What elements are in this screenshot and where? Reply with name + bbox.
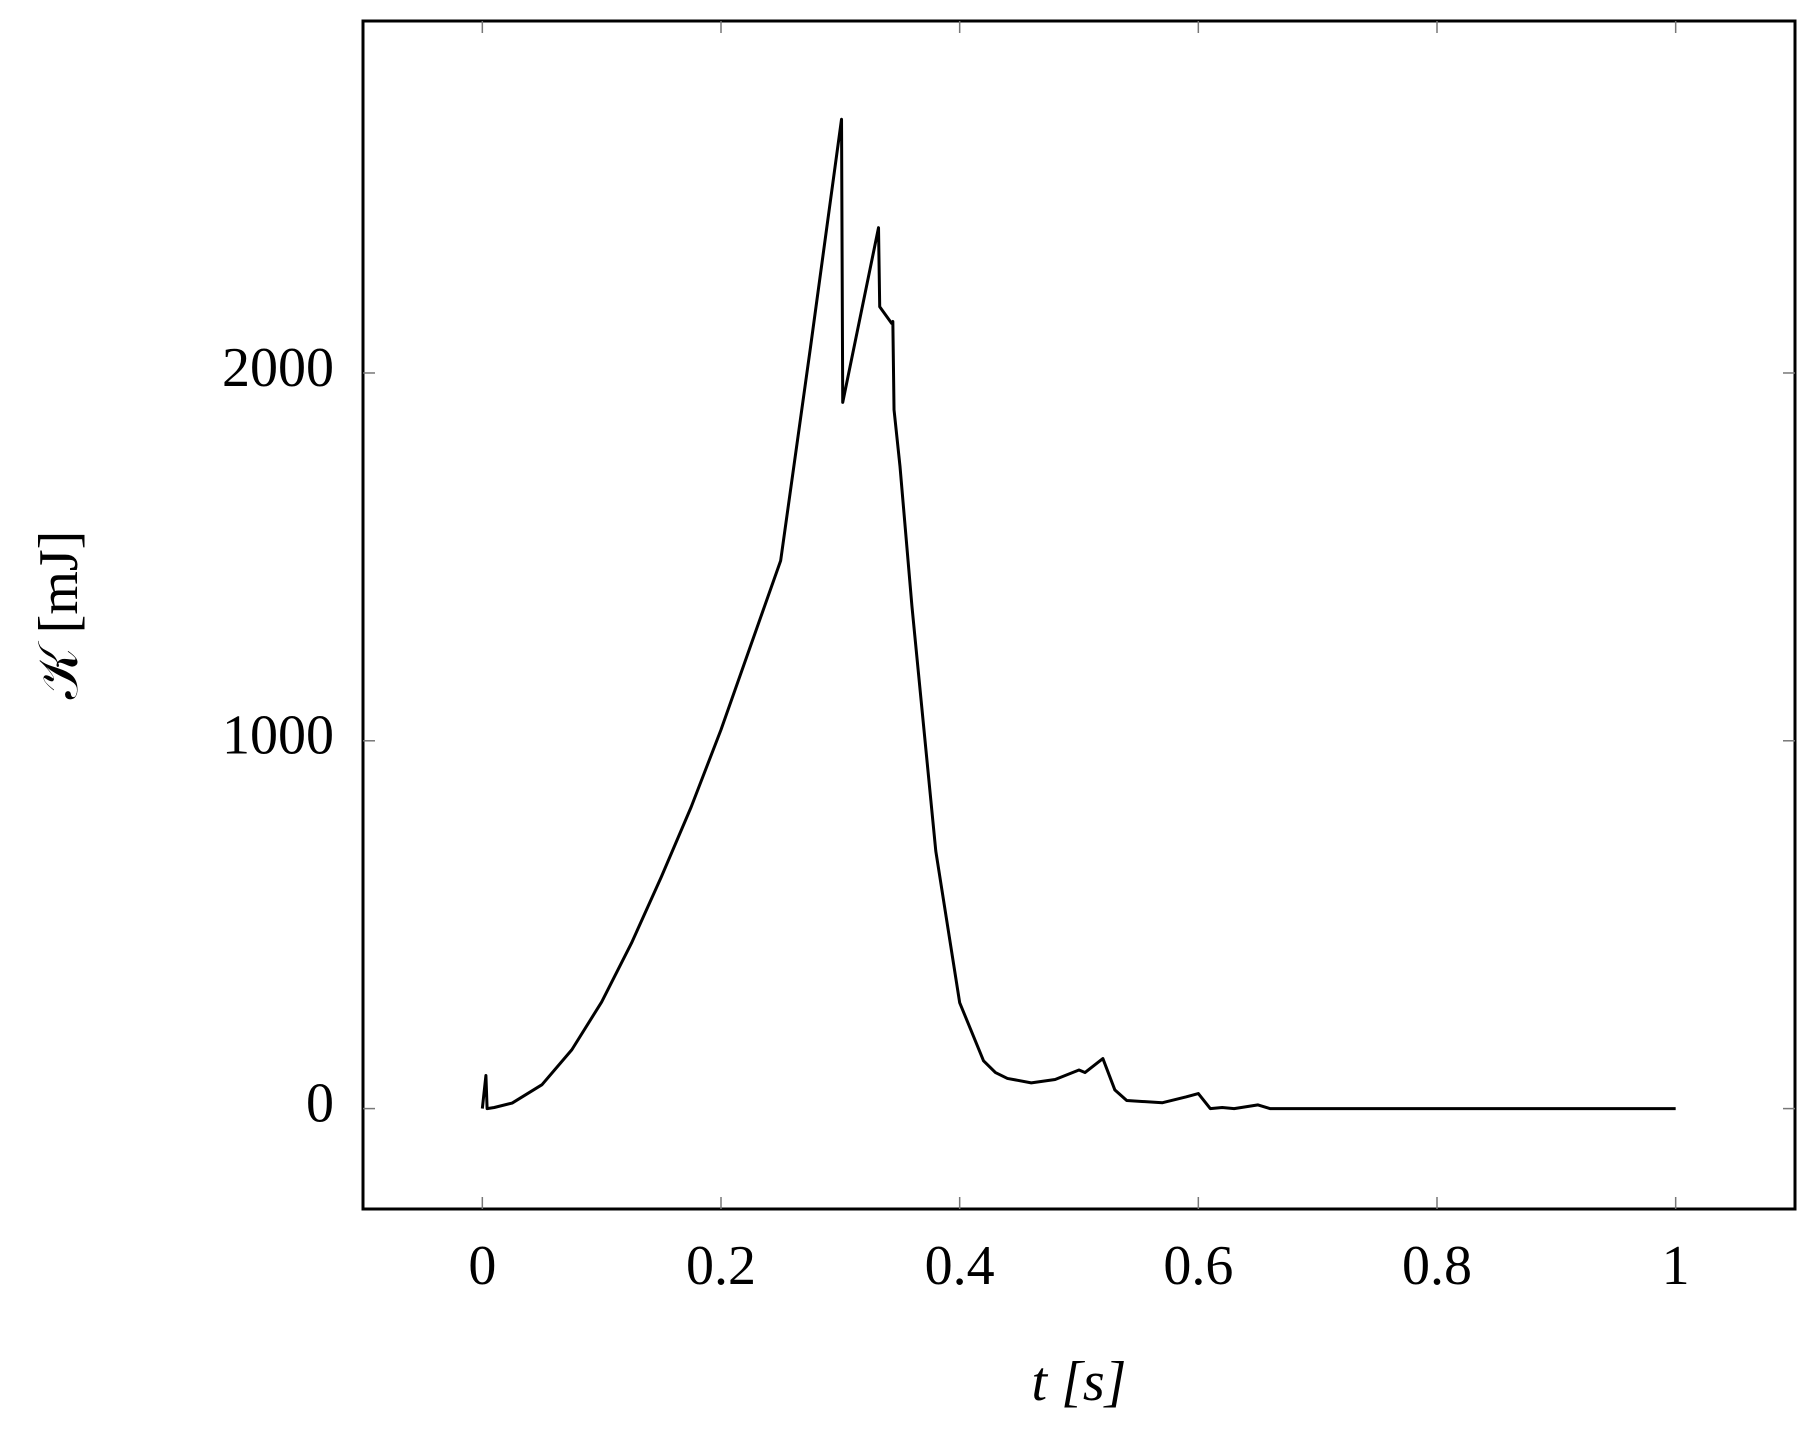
plot-frame <box>361 19 1797 1211</box>
y-axis-label: 𝒦 [mJ] <box>28 531 90 700</box>
x-axis-label: t [s] <box>1032 1351 1127 1413</box>
y-tick-label: 0 <box>306 1072 334 1134</box>
x-tick-label: 0.6 <box>1163 1235 1233 1297</box>
x-tick-label: 1 <box>1662 1235 1690 1297</box>
x-tick-label: 0.4 <box>925 1235 995 1297</box>
y-tick-label: 1000 <box>222 705 334 767</box>
x-tick-label: 0.2 <box>686 1235 756 1297</box>
data-line <box>480 117 1676 1111</box>
x-tick-label: 0.8 <box>1402 1235 1472 1297</box>
x-tick-label: 0 <box>468 1235 496 1297</box>
y-tick-label: 2000 <box>222 337 334 399</box>
